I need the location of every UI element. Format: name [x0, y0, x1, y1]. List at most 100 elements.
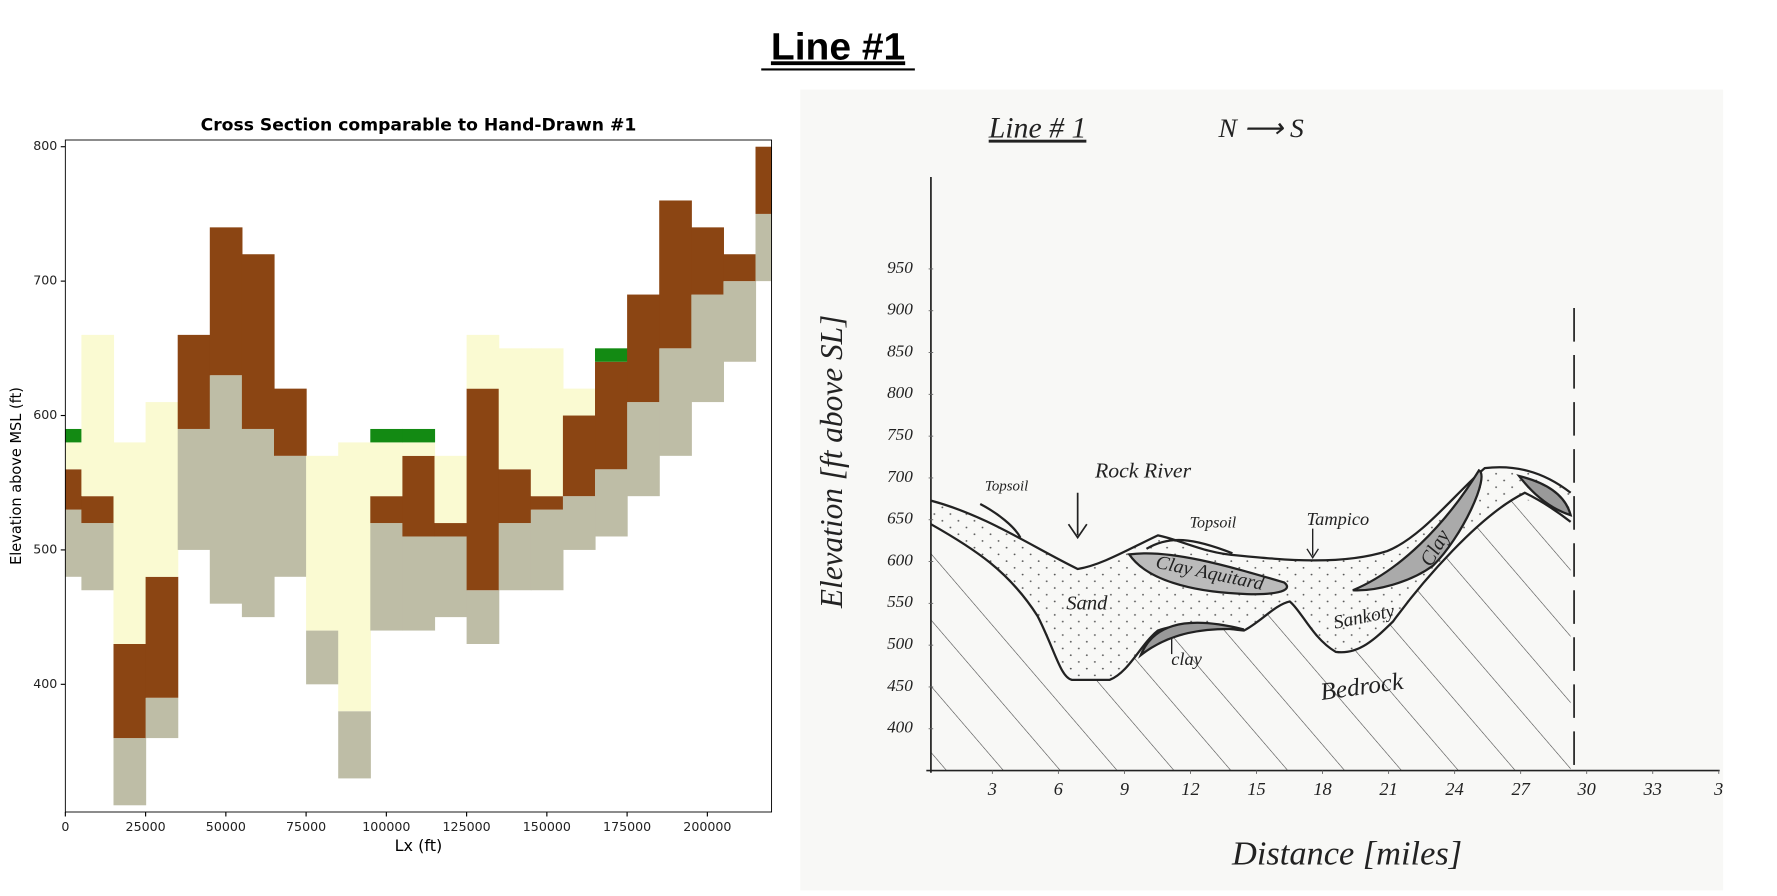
- layer-cell: [65, 509, 82, 577]
- x-tick-label: 175000: [603, 819, 651, 834]
- x-tick-label: 0: [61, 819, 69, 834]
- layer-cell: [402, 536, 436, 631]
- cells: [65, 146, 772, 806]
- layer-cell: [530, 509, 564, 591]
- layer-cell: [466, 334, 500, 389]
- layer-cell: [241, 254, 275, 429]
- layer-cell: [81, 496, 115, 524]
- x-tick-label: 27: [1511, 779, 1530, 799]
- chart-title: Cross Section comparable to Hand-Drawn #…: [201, 116, 637, 136]
- layer-cell: [65, 469, 82, 510]
- y-axis-label: Elevation [ft above SL]: [814, 315, 849, 609]
- x-tick-label: 6: [1054, 779, 1063, 799]
- y-tick-label: 650: [887, 509, 913, 528]
- x-tick-label: 200000: [683, 819, 731, 834]
- layer-cell: [370, 442, 403, 497]
- y-tick-label: 600: [887, 551, 913, 570]
- y-tick-label: 950: [887, 258, 913, 277]
- layer-cell: [338, 442, 371, 712]
- x-tick-label: 18: [1313, 779, 1331, 799]
- layer-cell: [306, 630, 339, 685]
- layer-cell: [370, 428, 403, 443]
- layer-cell: [723, 254, 757, 282]
- x-tick-label: 30: [1577, 779, 1596, 799]
- y-axis-label: Elevation above MSL (ft): [8, 387, 25, 565]
- y-tick-label: 550: [887, 592, 913, 611]
- x-tick-label: 21: [1379, 779, 1397, 799]
- x-tick-label: 3: [1713, 779, 1723, 799]
- layer-cell: [595, 348, 628, 362]
- layer-cell: [498, 348, 532, 470]
- slide-title: Line #1: [771, 26, 905, 68]
- layer-cell: [370, 496, 403, 524]
- layer-cell: [274, 388, 307, 456]
- layer-cell: [274, 455, 307, 577]
- topsoil-mid: [1145, 538, 1233, 555]
- layer-cell: [402, 442, 436, 456]
- x-axis-label: Lx (ft): [395, 836, 443, 855]
- layer-cell: [627, 294, 660, 403]
- layer-cell: [691, 294, 724, 403]
- sketch-title: Line # 1: [988, 113, 1087, 145]
- y-tick-label: 600: [33, 407, 57, 422]
- layer-cell: [81, 523, 115, 591]
- layer-cell: [434, 523, 468, 537]
- x-tick-label: 125000: [443, 819, 491, 834]
- sketch-lines: [930, 466, 1573, 681]
- x-tick-label: 75000: [286, 819, 326, 834]
- layer-cell: [145, 576, 179, 698]
- layer-cell: [177, 428, 211, 550]
- x-tick-label: 100000: [362, 819, 410, 834]
- layer-cell: [306, 455, 339, 631]
- annotation: Sand: [1066, 593, 1108, 615]
- layer-cell: [209, 227, 243, 376]
- hand-drawn-section: Line # 1 N ⟶ S Distance [miles] Elevatio…: [800, 89, 1723, 891]
- y-tick-label: 700: [33, 273, 57, 288]
- layer-cell: [145, 697, 179, 739]
- layer-cell: [595, 361, 628, 470]
- plot-frame: [64, 139, 773, 813]
- y-tick-label: 450: [887, 676, 913, 695]
- layer-cell: [530, 496, 564, 510]
- annotation: clay: [1171, 649, 1203, 669]
- layer-cell: [530, 348, 564, 497]
- y-tick-label: 900: [887, 300, 913, 319]
- x-tick-label: 24: [1445, 779, 1463, 799]
- layer-cell: [466, 388, 500, 591]
- annotation: Topsoil: [1190, 515, 1237, 532]
- layer-cell: [65, 428, 82, 443]
- x-tick-label: 3: [987, 779, 997, 799]
- y-tick-label: 850: [887, 342, 913, 361]
- y-tick-label: 400: [33, 676, 57, 691]
- layer-cell: [338, 711, 371, 779]
- y-tick-label: 500: [33, 542, 57, 557]
- arrow: [1306, 528, 1320, 560]
- annotation: Tampico: [1307, 509, 1369, 529]
- layer-cell: [691, 227, 724, 295]
- layer-cell: [498, 469, 532, 524]
- layer-cell: [113, 738, 147, 806]
- x-tick-label: 33: [1643, 779, 1662, 799]
- layer-cell: [241, 428, 275, 618]
- layer-cell: [755, 146, 772, 214]
- layer-cell: [562, 496, 596, 550]
- layer-cell: [370, 523, 403, 631]
- x-tick-label: 15: [1247, 779, 1265, 799]
- y-tick-label: 500: [887, 634, 913, 653]
- layer-cell: [562, 388, 596, 416]
- layer-cell: [209, 375, 243, 604]
- arrow: [1067, 492, 1088, 540]
- cross-section-chart: Cross Section comparable to Hand-Drawn #…: [8, 116, 773, 855]
- x-tick-label: 12: [1181, 779, 1199, 799]
- layer-cell: [434, 536, 468, 618]
- x-axis-label: Distance [miles]: [1231, 836, 1462, 873]
- bedrock-hatch: [930, 492, 1571, 771]
- y-tick-label: 750: [887, 425, 913, 444]
- layer-cell: [755, 213, 772, 282]
- topsoil-north: [979, 503, 1022, 539]
- layer-cell: [402, 428, 436, 443]
- annotation: Topsoil: [985, 479, 1028, 495]
- x-tick-label: 150000: [523, 819, 571, 834]
